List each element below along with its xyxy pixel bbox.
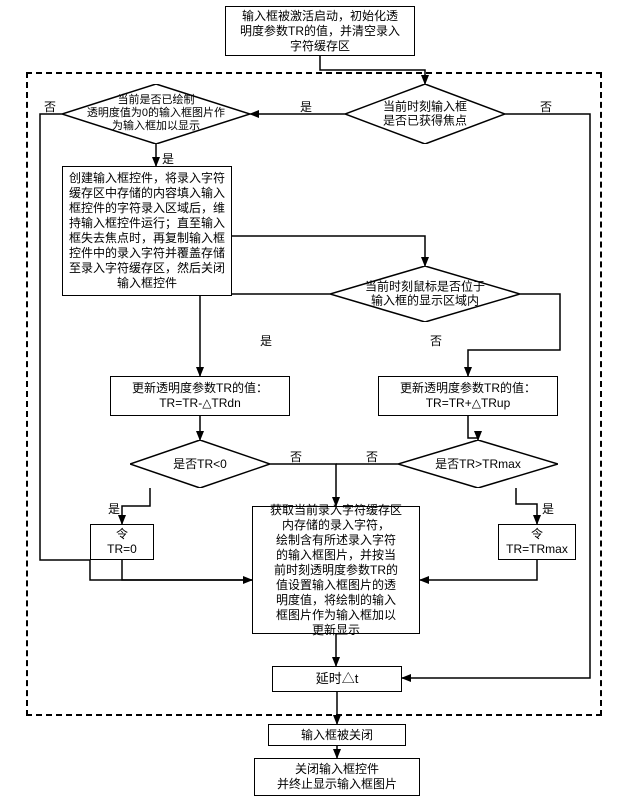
node-upd_up: 更新透明度参数TR的值： TR=TR+△TRup [378,376,558,416]
node-draw: 获取当前录入字符缓存区 内存储的录入字符， 绘制含有所述录入字符 的输入框图片，… [252,506,420,634]
edge-3-label: 是 [162,150,174,167]
node-upd_dn-label: 更新透明度参数TR的值： TR=TR-△TRdn [132,381,268,411]
node-d_tr_gtmax: 是否TR>TRmax [398,440,558,488]
node-create-label: 创建输入框控件，将录入字符 缓存区中存储的内容填入输入 框控件的字符录入区域后，… [69,171,225,291]
node-stop: 关闭输入框控件 并终止显示输入框图片 [254,758,420,796]
node-delay: 延时△t [272,666,402,692]
node-d_focus-label: 当前时刻输入框 是否已获得焦点 [361,100,489,129]
node-closed-label: 输入框被关闭 [301,728,373,743]
node-set_0: 令 TR=0 [90,524,154,560]
node-d_tr_lt0: 是否TR<0 [130,440,270,488]
edge-4-label: 否 [540,98,552,115]
node-set_max: 令 TR=TRmax [498,524,576,560]
edge-6-label: 是 [260,332,272,349]
node-d_focus: 当前时刻输入框 是否已获得焦点 [345,84,505,144]
edge-0 [320,56,425,84]
node-start-label: 输入框被激活启动，初始化透 明度参数TR的值，并清空录入 字符缓存区 [240,9,400,54]
edge-1-label: 是 [300,98,312,115]
flowchart-canvas: 输入框被激活启动，初始化透 明度参数TR的值，并清空录入 字符缓存区当前时刻输入… [0,0,624,801]
node-d_tr_gtmax-label: 是否TR>TRmax [414,457,542,471]
node-upd_up-label: 更新透明度参数TR的值： TR=TR+△TRup [400,381,536,411]
edge-13-label: 是 [542,500,554,517]
edge-15 [420,560,537,580]
node-closed: 输入框被关闭 [268,724,406,746]
node-start: 输入框被激活启动，初始化透 明度参数TR的值，并清空录入 字符缓存区 [225,6,415,56]
edge-7-label: 否 [430,332,442,349]
edge-5 [232,236,425,266]
node-set_0-label: 令 TR=0 [107,527,137,557]
node-d_tr_lt0-label: 是否TR<0 [144,457,256,471]
node-delay-label: 延时△t [316,671,359,687]
node-d_mouse: 当前时刻鼠标是否位于 输入框的显示区域内 [330,266,520,322]
node-upd_dn: 更新透明度参数TR的值： TR=TR-△TRdn [110,376,290,416]
edge-11 [270,464,336,506]
edge-9 [468,416,478,440]
edge-10 [122,488,150,524]
edge-11-label: 否 [290,448,302,465]
edge-2-label: 否 [44,98,56,115]
edge-13 [516,488,537,524]
node-d_drawn0: 当前是否已绘制 透明度值为0的输入框图片作 为输入框加以显示 [62,84,250,144]
edge-10-label: 是 [108,500,120,517]
edge-14 [122,560,252,580]
node-d_mouse-label: 当前时刻鼠标是否位于 输入框的显示区域内 [349,280,501,309]
node-stop-label: 关闭输入框控件 并终止显示输入框图片 [277,762,397,792]
node-set_max-label: 令 TR=TRmax [506,527,568,557]
node-draw-label: 获取当前录入字符缓存区 内存储的录入字符， 绘制含有所述录入字符 的输入框图片，… [270,503,402,638]
node-create: 创建输入框控件，将录入字符 缓存区中存储的内容填入输入 框控件的字符录入区域后，… [62,166,232,296]
edge-12-label: 否 [366,448,378,465]
node-d_drawn0-label: 当前是否已绘制 透明度值为0的输入框图片作 为输入框加以显示 [81,94,231,134]
